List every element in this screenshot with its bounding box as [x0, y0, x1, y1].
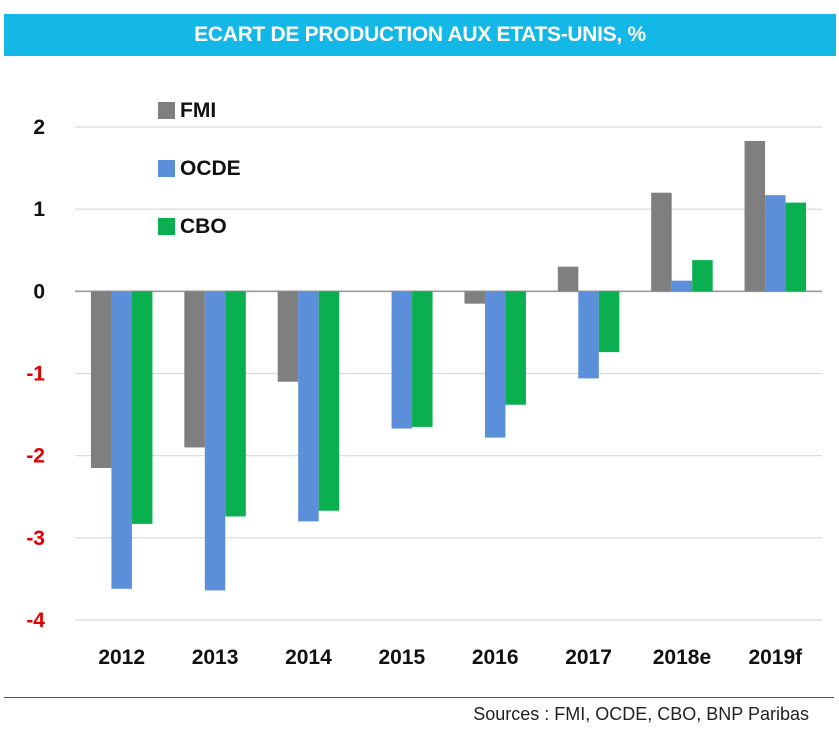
- bars: [90, 140, 807, 591]
- bar-cbo-2018e: [692, 260, 713, 292]
- bar-cbo-2017: [598, 291, 620, 353]
- bar-cbo-2015: [412, 291, 433, 427]
- footer-divider: [4, 697, 834, 698]
- bar-fmi-2014: [277, 291, 299, 382]
- source-note: Sources : FMI, OCDE, CBO, BNP Paribas: [473, 704, 809, 724]
- bar-ocde-2014: [298, 291, 319, 522]
- x-tick-label: 2014: [285, 646, 332, 669]
- x-tick-label: 2012: [98, 646, 145, 669]
- y-axis-ticks: 2 1 0 -1 -2 -3 -4: [26, 116, 45, 632]
- x-tick-label: 2015: [378, 646, 425, 669]
- x-axis-ticks: 2012 2013 2014 2015 2016 2017 2018e 2019f: [98, 646, 803, 669]
- legend-swatch-ocde: [158, 160, 175, 177]
- bar-cbo-2016: [505, 291, 526, 405]
- x-tick-label: 2017: [565, 646, 612, 669]
- bar-fmi-2019f: [744, 140, 766, 292]
- legend-swatch-cbo: [158, 218, 175, 235]
- legend-label-fmi: FMI: [180, 99, 216, 122]
- bar-ocde-2015: [391, 291, 413, 429]
- legend-label-cbo: CBO: [180, 215, 227, 238]
- bar-cbo-2014: [318, 291, 340, 511]
- bar-ocde-2013: [204, 291, 226, 591]
- x-tick-label: 2013: [192, 646, 239, 669]
- bar-fmi-2018e: [651, 192, 672, 292]
- bar-cbo-2013: [225, 291, 246, 517]
- y-tick-label: -2: [26, 445, 45, 468]
- x-tick-label: 2019f: [748, 646, 803, 669]
- x-tick-label: 2018e: [653, 646, 711, 669]
- y-tick-label: -4: [26, 609, 45, 632]
- legend-swatch-fmi: [158, 102, 175, 119]
- y-tick-label: 2: [33, 116, 45, 139]
- y-tick-label: 0: [33, 280, 45, 303]
- bar-ocde-2012: [111, 291, 132, 589]
- bar-fmi-2013: [184, 291, 205, 448]
- bar-fmi-2012: [90, 291, 112, 468]
- bar-fmi-2017: [557, 266, 579, 292]
- y-tick-label: -1: [26, 363, 45, 386]
- bar-fmi-2016: [464, 291, 485, 304]
- bar-cbo-2012: [131, 291, 153, 524]
- x-tick-label: 2016: [472, 646, 519, 669]
- gridlines: [75, 126, 822, 621]
- legend-label-ocde: OCDE: [180, 157, 241, 180]
- bar-cbo-2019f: [785, 202, 807, 292]
- chart-title: ECART DE PRODUCTION AUX ETATS-UNIS, %: [4, 14, 836, 56]
- bar-ocde-2018e: [671, 280, 693, 292]
- bar-ocde-2019f: [765, 195, 786, 292]
- bar-ocde-2017: [578, 291, 599, 379]
- legend: FMI OCDE CBO: [158, 99, 241, 238]
- bar-ocde-2016: [484, 291, 506, 438]
- y-tick-label: 1: [33, 198, 45, 221]
- y-tick-label: -3: [26, 527, 45, 550]
